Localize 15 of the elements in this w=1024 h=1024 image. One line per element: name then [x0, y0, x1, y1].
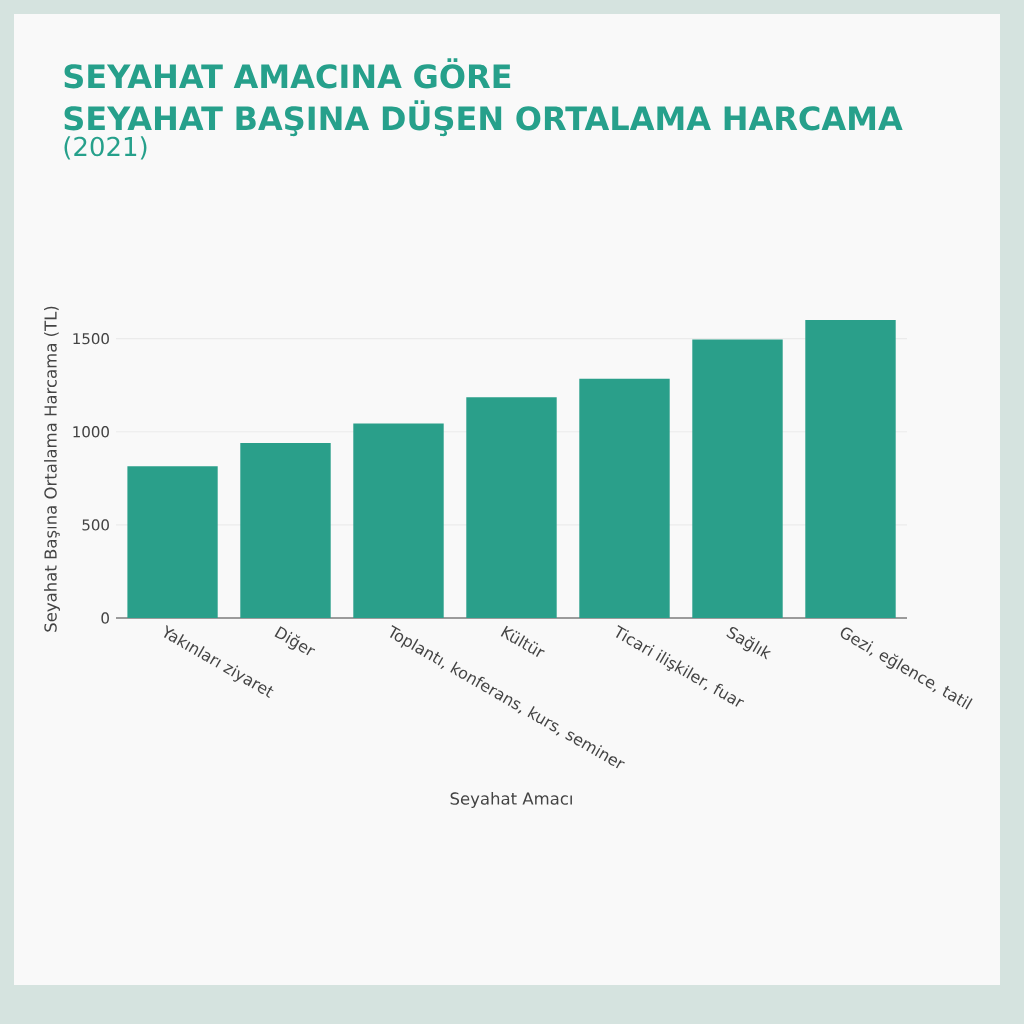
chart-title: SEYAHAT AMACINA GÖRE SEYAHAT BAŞINA DÜŞEN ORTALAMA HARCAMA [64, 58, 903, 137]
y-axis-title: Seyahat Başına Ortalama Harcama (TL) [44, 306, 60, 632]
bar [353, 423, 444, 619]
bar [127, 466, 218, 619]
bar [579, 378, 670, 619]
bar [240, 442, 331, 619]
bar [805, 320, 896, 619]
y-tick-label: 1000 [73, 426, 109, 438]
x-axis-title: Seyahat Amacı [450, 792, 572, 808]
chart-subtitle: (2021) [64, 136, 147, 160]
y-tick-label: 500 [82, 519, 109, 531]
bar [466, 397, 557, 619]
bar [692, 339, 783, 619]
y-tick-label: 1500 [73, 332, 109, 345]
y-tick-label: 0 [101, 612, 109, 624]
